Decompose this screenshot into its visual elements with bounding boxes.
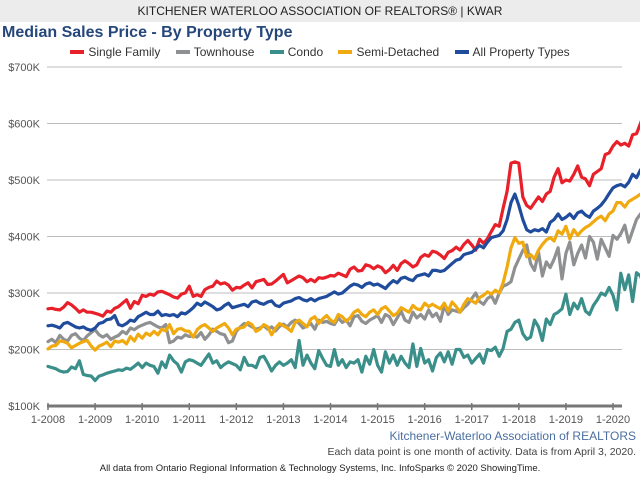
y-tick-label: $300K [8, 288, 40, 300]
x-tick-label: 1-2018 [502, 414, 536, 426]
chart-title: Median Sales Price - By Property Type [2, 24, 293, 41]
legend-label: Semi-Detached [356, 45, 440, 59]
legend-swatch [269, 49, 284, 54]
legend-label: Condo [287, 45, 324, 59]
y-tick-label: $700K [8, 62, 40, 74]
org-header: KITCHENER WATERLOO ASSOCIATION OF REALTO… [0, 0, 640, 22]
data-note: Each data point is one month of activity… [327, 446, 636, 458]
x-tick-label: 1-2017 [455, 414, 489, 426]
x-tick-label: 1-2016 [408, 414, 442, 426]
legend-item-all-property-types[interactable]: All Property Types [454, 44, 570, 60]
x-tick-label: 1-2019 [549, 414, 583, 426]
legend-item-condo[interactable]: Condo [269, 44, 324, 60]
legend-swatch [338, 49, 353, 54]
y-tick-label: $100K [8, 401, 40, 413]
legend: Single Family Townhouse Condo Semi-Detac… [0, 44, 640, 60]
footer-credit: All data from Ontario Regional Informati… [99, 463, 541, 474]
legend-label: Townhouse [193, 45, 255, 59]
x-tick-label: 1-2008 [31, 414, 65, 426]
legend-swatch [175, 49, 190, 54]
x-tick-label: 1-2015 [360, 414, 394, 426]
y-tick-label: $400K [8, 232, 40, 244]
legend-swatch [70, 49, 85, 54]
x-tick-label: 1-2012 [219, 414, 253, 426]
series-line-condo[interactable] [46, 265, 640, 383]
legend-label: Single Family [88, 45, 161, 59]
x-tick-label: 1-2014 [313, 414, 347, 426]
series-line-single-family[interactable] [46, 95, 640, 318]
legend-item-single-family[interactable]: Single Family [70, 44, 160, 60]
source-label: Kitchener-Waterloo Association of REALTO… [389, 429, 636, 443]
x-tick-label: 1-2013 [266, 414, 300, 426]
x-tick-label: 1-2011 [173, 414, 206, 426]
chart-plot: $100K $200K $300K $400K $500K $600K $700K 1-20… [8, 62, 640, 426]
series-line-townhouse[interactable] [46, 208, 640, 345]
legend-item-townhouse[interactable]: Townhouse [175, 44, 255, 60]
series-line-semi-detached[interactable] [46, 188, 640, 352]
x-tick-label: 1-2010 [125, 414, 159, 426]
legend-swatch [454, 49, 469, 54]
y-tick-label: $600K [8, 119, 40, 131]
x-tick-label: 1-2020 [596, 414, 630, 426]
y-tick-label: $500K [8, 175, 40, 187]
legend-label: All Property Types [472, 45, 570, 59]
x-tick-label: 1-2009 [78, 414, 112, 426]
series-line-all-property-types[interactable] [46, 153, 640, 332]
legend-item-semi-detached[interactable]: Semi-Detached [338, 44, 439, 60]
y-tick-label: $200K [8, 345, 40, 357]
